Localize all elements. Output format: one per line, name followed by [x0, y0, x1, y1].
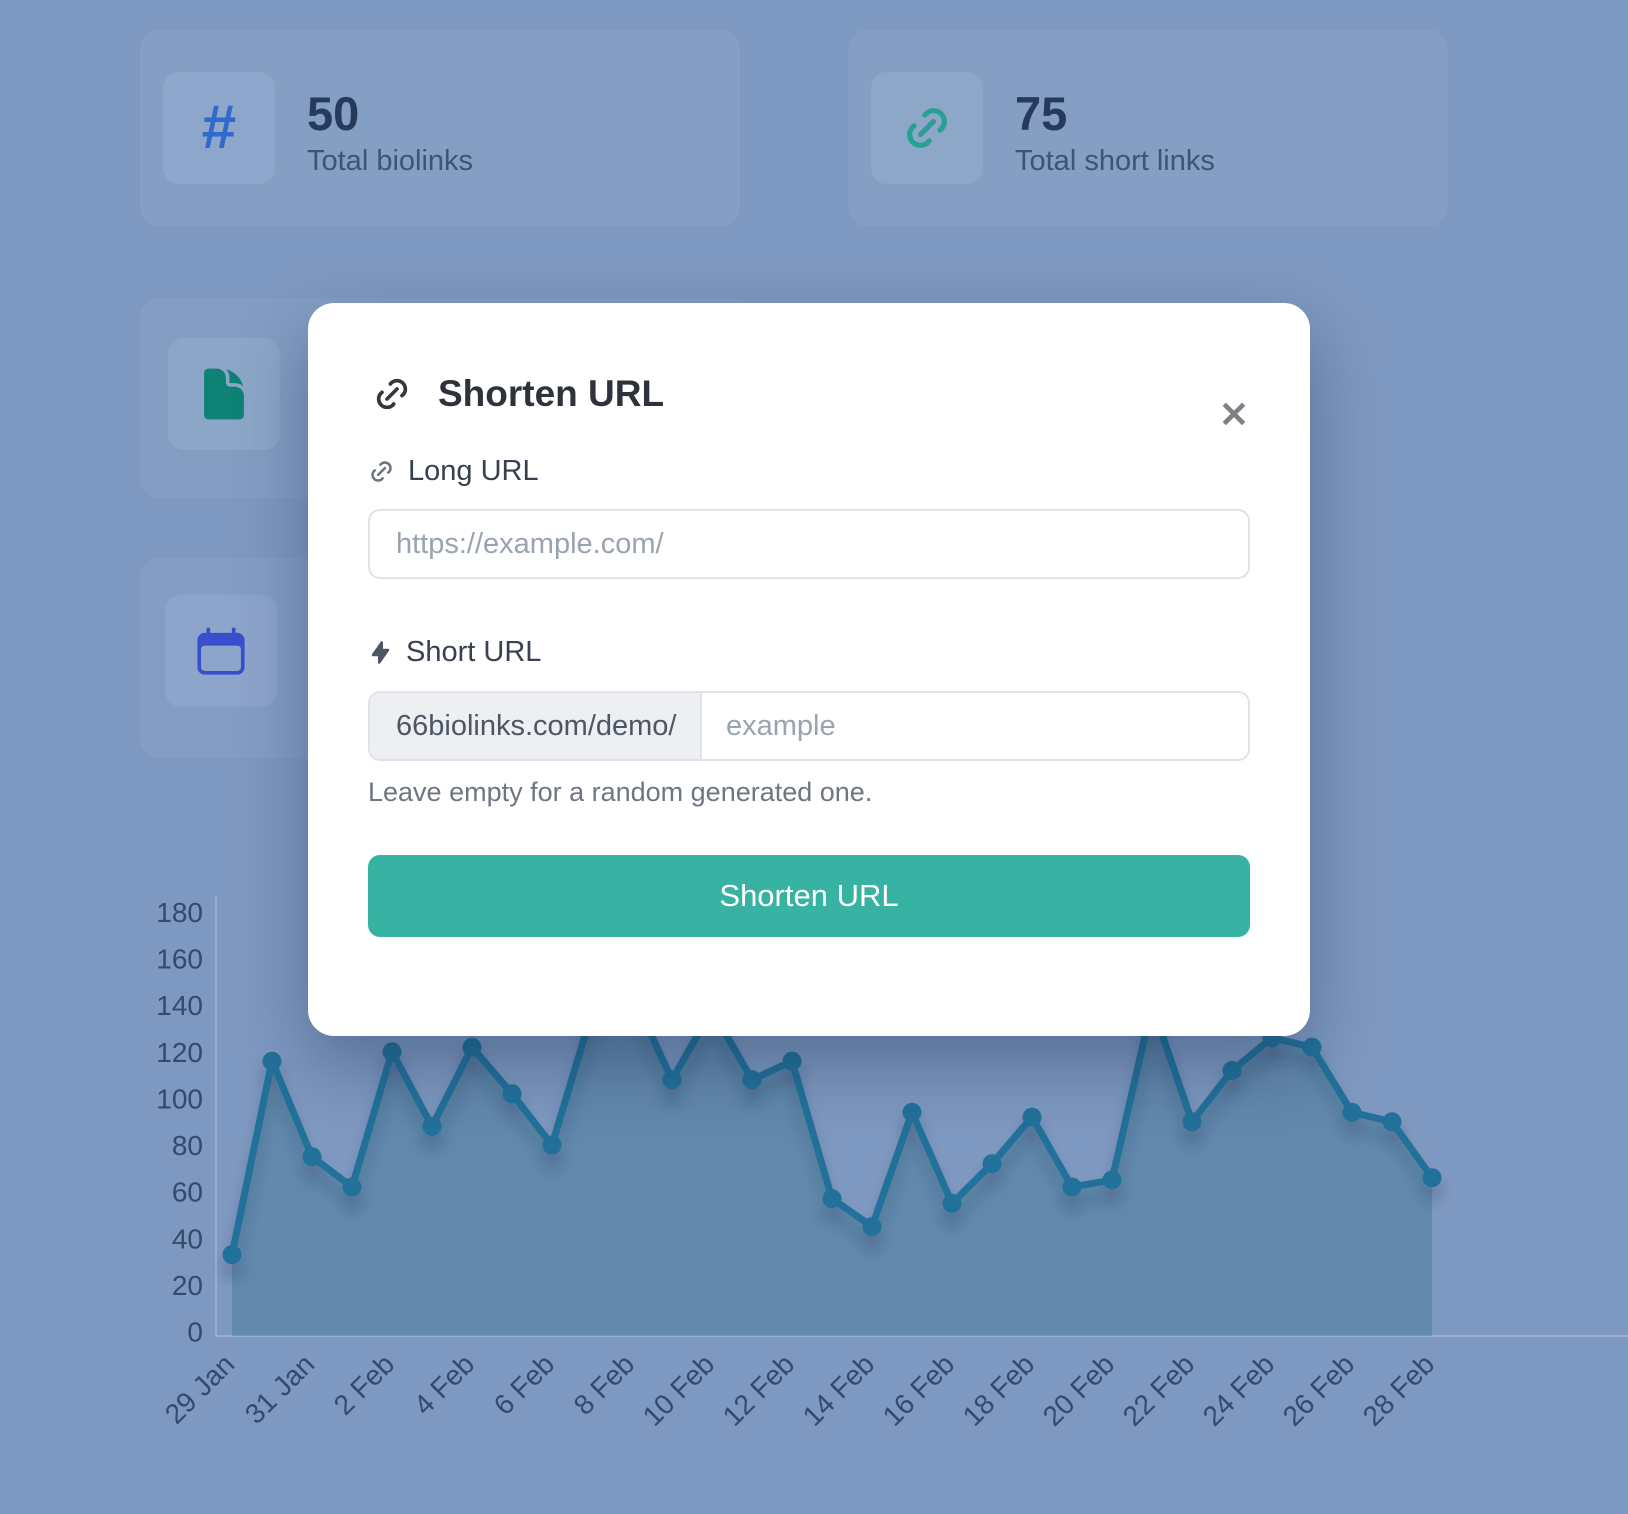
- chart-point: [782, 1051, 802, 1071]
- chart-point: [1182, 1112, 1202, 1132]
- y-axis-tick: 60: [172, 1177, 203, 1208]
- chart-point: [1062, 1177, 1082, 1197]
- y-axis-tick: 140: [156, 990, 203, 1021]
- chart-point: [1222, 1061, 1242, 1080]
- x-axis-tick: 10 Feb: [637, 1348, 721, 1432]
- y-axis-tick: 0: [187, 1317, 203, 1348]
- chart-point: [862, 1217, 882, 1237]
- close-icon[interactable]: ✕: [1218, 394, 1250, 435]
- chart-point: [902, 1102, 922, 1122]
- x-axis-tick: 18 Feb: [957, 1348, 1041, 1432]
- y-axis-tick: 180: [156, 897, 203, 928]
- chart-point: [342, 1177, 362, 1197]
- total-biolinks-card: # 50 Total biolinks: [140, 30, 740, 226]
- short-url-label: Short URL: [406, 636, 542, 668]
- total-short-links-value: 75: [1015, 86, 1068, 140]
- x-axis-tick: 16 Feb: [877, 1348, 961, 1432]
- calendar-icon: [165, 595, 277, 707]
- y-axis-tick: 160: [156, 944, 203, 975]
- shorten-url-button[interactable]: Shorten URL: [368, 855, 1250, 937]
- chart-point: [1302, 1037, 1322, 1057]
- chart-point: [462, 1037, 482, 1057]
- x-axis-tick: 24 Feb: [1197, 1348, 1281, 1432]
- chart-point: [822, 1189, 842, 1209]
- modal-title: Shorten URL: [438, 373, 665, 414]
- chart-point: [1422, 1168, 1442, 1188]
- x-axis-tick: 2 Feb: [328, 1348, 401, 1421]
- chart-point: [422, 1116, 442, 1136]
- x-axis-tick: 6 Feb: [488, 1348, 561, 1421]
- x-axis-tick: 31 Jan: [239, 1348, 320, 1429]
- chart-point: [1102, 1170, 1122, 1190]
- y-axis-tick: 80: [172, 1130, 203, 1161]
- total-short-links-card: 75 Total short links: [848, 30, 1448, 226]
- y-axis-tick: 100: [156, 1083, 203, 1114]
- x-axis-tick: 29 Jan: [159, 1348, 240, 1429]
- chart-point: [1022, 1107, 1042, 1127]
- chart-point: [742, 1070, 762, 1090]
- x-axis-tick: 12 Feb: [717, 1348, 801, 1432]
- short-url-helper: Leave empty for a random generated one.: [368, 777, 873, 807]
- x-axis-tick: 26 Feb: [1277, 1348, 1361, 1432]
- x-axis-tick: 14 Feb: [797, 1348, 881, 1432]
- short-url-prefix: 66biolinks.com/demo/: [370, 693, 702, 759]
- hash-icon: #: [163, 72, 275, 184]
- link-icon: [368, 458, 395, 485]
- x-axis-tick: 4 Feb: [408, 1348, 481, 1421]
- chart-point: [502, 1084, 522, 1104]
- chart-point: [662, 1070, 682, 1090]
- chart-area: [232, 993, 1432, 1336]
- shorten-url-modal: Shorten URL ✕ Long URL Short URL: [308, 303, 1310, 1036]
- link-icon: [871, 72, 983, 184]
- x-axis-tick: 22 Feb: [1117, 1348, 1201, 1432]
- bolt-icon: [368, 640, 393, 665]
- y-axis-tick: 40: [172, 1223, 203, 1254]
- chart-point: [1342, 1102, 1362, 1122]
- x-axis-tick: 20 Feb: [1037, 1348, 1121, 1432]
- chart-point: [942, 1193, 962, 1213]
- total-short-links-label: Total short links: [1015, 145, 1215, 178]
- short-url-input[interactable]: [702, 693, 1248, 759]
- y-axis-tick: 20: [172, 1270, 203, 1301]
- document-icon: [168, 338, 280, 450]
- chart-point: [982, 1154, 1002, 1174]
- long-url-input[interactable]: [368, 509, 1250, 579]
- x-axis-tick: 8 Feb: [568, 1348, 641, 1421]
- link-icon: [372, 374, 412, 414]
- chart-point: [1382, 1112, 1402, 1132]
- chart-point: [302, 1147, 322, 1167]
- y-axis-tick: 120: [156, 1037, 203, 1068]
- short-url-group: 66biolinks.com/demo/: [368, 691, 1250, 761]
- chart-point: [382, 1042, 402, 1062]
- total-biolinks-label: Total biolinks: [307, 145, 474, 178]
- chart-point: [542, 1135, 562, 1155]
- x-axis-tick: 28 Feb: [1357, 1348, 1441, 1432]
- chart-point: [262, 1051, 282, 1071]
- long-url-label: Long URL: [408, 455, 539, 487]
- chart-point: [222, 1245, 242, 1265]
- total-biolinks-value: 50: [307, 86, 360, 140]
